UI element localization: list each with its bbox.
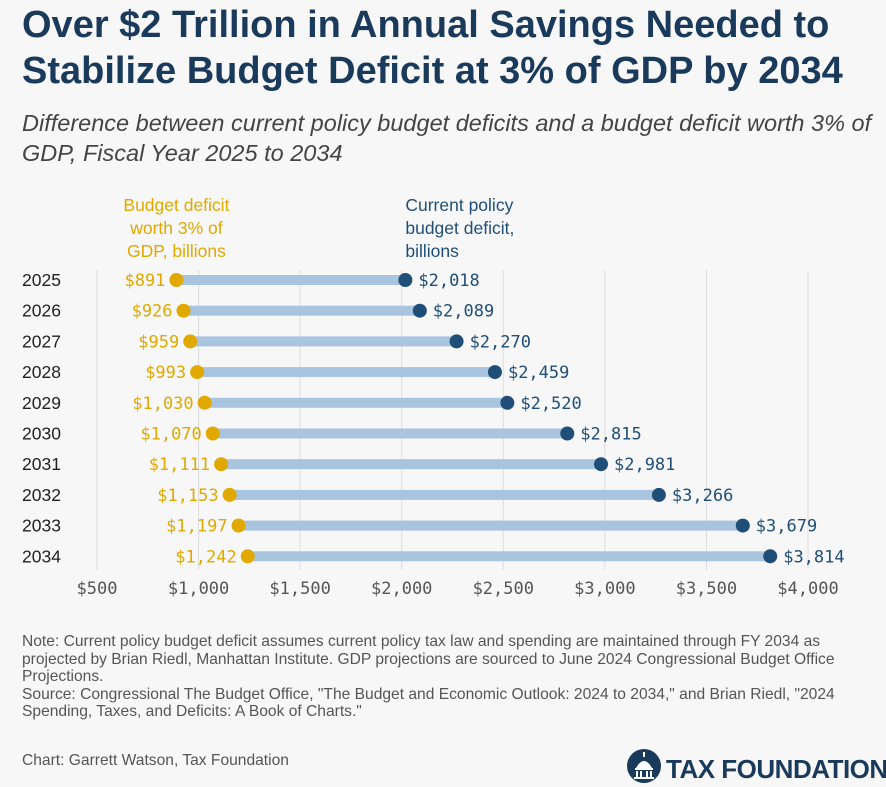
- year-label: 2028: [22, 362, 61, 382]
- gdp-deficit-value: $1,242: [175, 547, 236, 567]
- range-bar: [204, 397, 508, 408]
- current-policy-value: $2,089: [433, 302, 494, 322]
- year-label: 2027: [22, 331, 61, 351]
- range-bar: [183, 305, 420, 316]
- current-policy-value: $2,520: [520, 394, 581, 414]
- year-label: 2029: [22, 393, 61, 413]
- gdp-deficit-dot: [197, 395, 212, 410]
- legend: Budget deficit worth 3% of GDP, billions Cu…: [123, 195, 514, 261]
- gridlines: [96, 270, 809, 570]
- gdp-deficit-value: $1,070: [140, 425, 201, 445]
- year-label: 2031: [22, 454, 61, 474]
- gdp-deficit-value: $1,153: [157, 486, 218, 506]
- year-label: 2026: [22, 301, 61, 321]
- current-policy-dot: [593, 457, 608, 472]
- chart-subtitle: Difference between current policy budget…: [22, 110, 872, 166]
- gdp-deficit-dot: [214, 457, 229, 472]
- current-policy-value: $2,270: [470, 332, 531, 352]
- legend-gdp-deficit: Budget deficit: [123, 195, 229, 215]
- gdp-deficit-value: $1,197: [166, 517, 227, 537]
- x-tick-label: $1,000: [168, 579, 229, 599]
- year-label: 2034: [22, 546, 61, 566]
- gdp-deficit-value: $1,030: [132, 394, 193, 414]
- legend-gdp-deficit: GDP, billions: [127, 241, 226, 261]
- chart-title: Over $2 Trillion in Annual Savings Neede…: [22, 4, 843, 92]
- current-policy-dot: [763, 549, 778, 564]
- year-label: 2025: [22, 270, 61, 290]
- range-bar: [238, 520, 743, 531]
- gdp-deficit-dot: [240, 549, 255, 564]
- current-policy-value: $3,679: [756, 517, 817, 537]
- current-policy-dot: [412, 303, 427, 318]
- x-tick-label: $1,500: [269, 579, 330, 599]
- range-bar: [212, 428, 568, 439]
- x-tick-label: $3,000: [574, 579, 635, 599]
- x-tick-label: $3,500: [676, 579, 737, 599]
- current-policy-value: $2,981: [614, 455, 675, 475]
- current-policy-value: $3,266: [672, 486, 733, 506]
- capitol-dome-icon: [627, 749, 661, 783]
- gdp-deficit-value: $993: [145, 363, 186, 383]
- range-bar: [247, 551, 771, 562]
- year-label: 2032: [22, 485, 61, 505]
- x-tick-label: $2,000: [371, 579, 432, 599]
- logo-text: TAX FOUNDATION: [666, 754, 886, 784]
- range-bar: [229, 489, 659, 500]
- legend-current-policy: budget deficit,: [405, 218, 514, 238]
- gdp-deficit-value: $1,111: [149, 455, 210, 475]
- bars: [176, 275, 771, 562]
- gdp-deficit-value: $891: [124, 271, 165, 291]
- current-policy-value: $2,018: [418, 271, 479, 291]
- current-policy-dot: [560, 426, 575, 441]
- gdp-deficit-dot: [231, 518, 246, 533]
- current-policy-dot: [651, 487, 666, 502]
- labels: 2025 $891 $2,018 2026 $926 $2,089 2027 $959 $2,2…: [22, 270, 845, 567]
- gdp-deficit-dot: [183, 334, 198, 349]
- chart-credit: Chart: Garrett Watson, Tax Foundation: [22, 752, 289, 769]
- current-policy-dot: [735, 518, 750, 533]
- legend-current-policy: billions: [405, 241, 459, 261]
- legend-gdp-deficit: worth 3% of: [129, 218, 223, 238]
- range-bar: [190, 336, 457, 347]
- current-policy-dot: [398, 273, 413, 287]
- x-tick-label: $4,000: [777, 579, 838, 599]
- current-policy-value: $3,814: [783, 547, 844, 567]
- note-text: Note: Current policy budget deficit assu…: [22, 633, 835, 685]
- tax-foundation-logo: TAX FOUNDATION: [626, 748, 886, 784]
- dumbbell-chart: 2025 $891 $2,018 2026 $926 $2,089 2027 $959 $2,2…: [22, 195, 845, 599]
- year-label: 2030: [22, 424, 61, 444]
- gdp-deficit-dot: [205, 426, 220, 441]
- current-policy-value: $2,815: [580, 425, 641, 445]
- current-policy-dot: [500, 395, 515, 410]
- gdp-deficit-value: $959: [138, 332, 179, 352]
- gdp-deficit-dot: [222, 487, 237, 502]
- gdp-deficit-value: $926: [132, 302, 173, 322]
- range-bar: [176, 275, 406, 285]
- dots: [169, 273, 778, 564]
- current-policy-value: $2,459: [508, 363, 569, 383]
- current-policy-dot: [487, 365, 502, 380]
- year-label: 2033: [22, 516, 61, 536]
- range-bar: [197, 367, 495, 378]
- range-bar: [221, 459, 601, 470]
- x-tick-label: $500: [77, 579, 118, 599]
- legend-current-policy: Current policy: [405, 195, 513, 215]
- source-text: Source: Congressional The Budget Office,…: [22, 685, 835, 721]
- x-axis: $500 $1,000 $1,500 $2,000 $2,500 $3,000 $3,500…: [77, 579, 839, 599]
- x-tick-label: $2,500: [473, 579, 534, 599]
- gdp-deficit-dot: [169, 273, 184, 287]
- gdp-deficit-dot: [190, 365, 205, 380]
- current-policy-dot: [449, 334, 464, 349]
- notes-block: Note: Current policy budget deficit assu…: [22, 633, 882, 721]
- gdp-deficit-dot: [176, 303, 191, 318]
